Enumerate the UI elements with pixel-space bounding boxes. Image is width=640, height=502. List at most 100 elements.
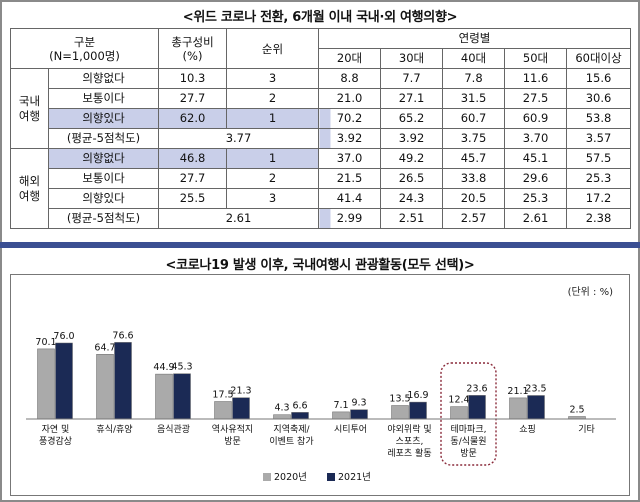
row-total: 27.7 [158,168,227,189]
data-label: 23.5 [525,384,546,395]
bar [409,401,427,420]
avg-age-cell: 2.38 [565,208,632,229]
age-cell: 29.6 [504,168,567,189]
data-label: 7.1 [333,400,348,411]
age-cell: 31.5 [442,88,505,109]
header-age-0: 20대 [318,48,381,69]
age-cell: 70.2 [318,108,381,129]
legend-label: 2020년 [274,472,307,483]
table-row-average: (평균-5점척도) 2.61 2.99 2.51 2.57 2.61 2.38 [11,208,632,229]
header-total-line1: 총구성비 [171,34,214,49]
age-cell: 8.8 [318,68,381,89]
header-category: 구분 (N=1,000명) [10,28,159,69]
age-cell: 27.1 [380,88,443,109]
legend-swatch [263,473,271,481]
table-title: <위드 코로나 전환, 6개월 이내 국내·외 여행의향> [182,10,458,25]
bar [291,412,309,420]
row-label: 보통이다 [48,168,159,189]
data-label: 64.7 [94,342,115,353]
category-label: 역사유적지 [212,423,253,435]
row-total: 10.3 [158,68,227,89]
legend-swatch [327,473,335,481]
avg-age-cell: 2.99 [318,208,381,229]
row-rank: 2 [226,168,319,189]
bar [509,397,527,420]
age-cell: 33.8 [442,168,505,189]
category-label: 야외위락 및 [387,423,431,435]
avg-age-cell: 2.57 [442,208,505,229]
group-label: 국내 여행 [10,68,49,149]
header-category-label: 구분 [73,34,96,49]
highlight-box [440,362,497,466]
table-row: 보통이다 27.7 2 21.5 26.5 33.8 29.6 25.3 [11,168,632,189]
category-label: 스포츠, [396,436,424,447]
avg-age-cell: 3.75 [442,128,505,149]
age-cell: 25.3 [504,188,567,209]
data-label: 16.9 [407,390,428,401]
chart-title: <코로나19 발생 이후, 국내여행시 관광활동(모두 선택)> [165,258,475,273]
avg-age-cell: 3.57 [565,128,632,149]
row-rank: 1 [226,108,319,129]
row-label: 보통이다 [48,88,159,109]
bar [214,401,232,420]
bar [37,348,55,420]
data-label: 76.6 [112,330,133,341]
table-row: 해외 여행 의향없다 46.8 1 37.0 49.2 45.7 45.1 57.5 [10,148,632,229]
table-row: 국내 여행 의향없다 10.3 3 8.8 7.7 7.8 11.6 15.6 [10,68,632,149]
row-total: 27.7 [158,88,227,109]
table-row: 의향있다 25.5 3 41.4 24.3 20.5 25.3 17.2 [11,188,632,209]
category-label: 자연 및 [42,423,70,435]
category-label: 지역축제/ [273,424,310,435]
age-cell: 37.0 [318,148,381,169]
data-label: 13.5 [389,394,410,405]
age-cell: 7.7 [380,68,443,89]
category-label: 시티투어 [334,424,367,435]
age-cell: 49.2 [380,148,443,169]
age-cell: 60.7 [442,108,505,129]
category-label: 테마파크, [451,424,487,435]
category-label: 방문 [460,448,477,459]
row-label: 의향없다 [48,68,159,89]
category-label: 레포츠 활동 [387,447,431,459]
table-body: 국내 여행 의향없다 10.3 3 8.8 7.7 7.8 11.6 15.6 보통이다 27.7 2 2… [10,68,632,229]
bar [114,342,132,420]
age-cell: 20.5 [442,188,505,209]
age-cell: 27.5 [504,88,567,109]
bar [527,395,545,420]
row-rank: 3 [226,68,319,89]
age-cell: 41.4 [318,188,381,209]
data-label: 45.3 [171,362,192,373]
chart-unit-label: (단위 : %) [568,285,614,298]
header-sample-size: (N=1,000명) [49,48,120,63]
section-divider [0,242,640,248]
group-label-line1: 해외 [18,173,41,188]
data-label: 6.6 [292,400,307,411]
category-label: 방문 [224,436,241,447]
data-label: 70.1 [35,337,56,348]
data-label: 21.1 [507,386,528,397]
category-label: 음식관광 [157,423,190,435]
category-label: 풍경감상 [39,435,72,447]
bar [232,397,250,420]
header-rank: 순위 [226,28,319,69]
header-total: 총구성비 (%) [158,28,227,69]
avg-age-cell: 3.92 [380,128,443,149]
age-cell: 25.3 [565,168,632,189]
table-header-row: 구분 (N=1,000명) 총구성비 (%) 순위 연령별 [10,28,632,69]
bar [155,373,173,420]
header-age-2: 40대 [442,48,505,69]
age-cell: 26.5 [380,168,443,189]
row-total: 46.8 [158,148,227,169]
bar [55,342,73,420]
avg-age-cell: 3.70 [504,128,567,149]
row-rank: 1 [226,148,319,169]
age-cell: 45.7 [442,148,505,169]
group-label-line1: 국내 [18,93,41,108]
data-label: 4.3 [274,403,289,414]
data-label: 2.5 [569,405,584,416]
age-cell: 65.2 [380,108,443,129]
group-label: 해외 여행 [10,148,49,229]
table-row: 보통이다 27.7 2 21.0 27.1 31.5 27.5 30.6 [11,88,632,109]
